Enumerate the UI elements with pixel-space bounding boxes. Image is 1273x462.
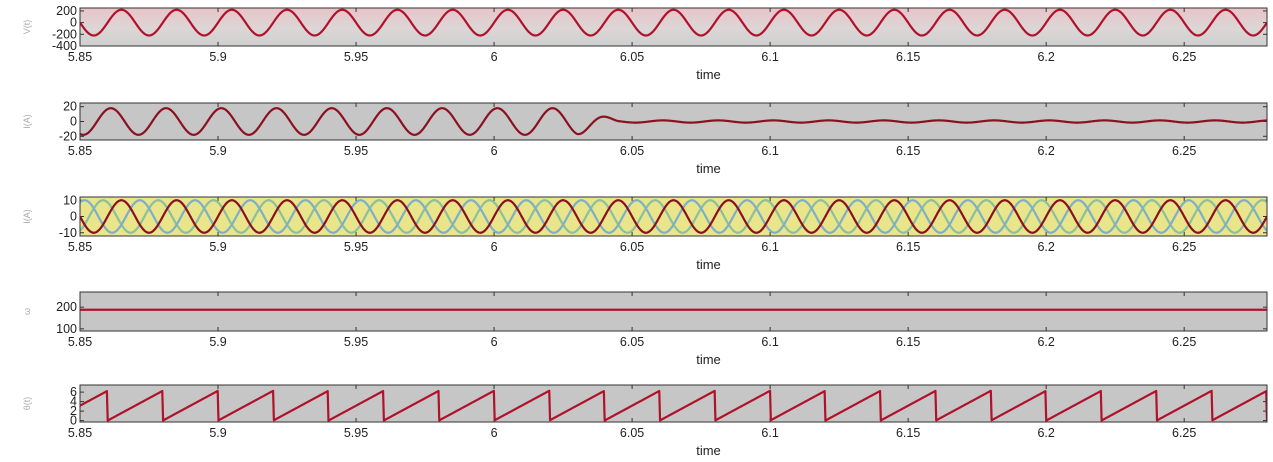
- subplot-2: 5.85 5.9 5.95 6 6.05 6.1 6.15 6.2 6.25 200-20 time…: [22, 100, 1268, 176]
- x-tick-label: 6: [491, 335, 498, 349]
- y-axis-label: V(t): [22, 20, 32, 35]
- y-tick-label: 4: [70, 395, 77, 409]
- subplot-5: 5.85 5.9 5.95 6 6.05 6.1 6.15 6.2 6.256420timeθ(…: [22, 384, 1268, 458]
- axes-frame: [79, 291, 1268, 332]
- plot-area: [80, 8, 1267, 46]
- x-tick-label: 5.9: [209, 144, 226, 158]
- subplot-3: 5.85 5.9 5.95 6 6.05 6.1 6.15 6.2 6.25 10 0 -10 time…: [22, 193, 1268, 272]
- y-tick-label: 6: [70, 385, 77, 399]
- x-tick-label: 5.85: [68, 240, 92, 254]
- y-tick-label: 0: [70, 210, 77, 224]
- y-axis-label: ω: [22, 308, 32, 315]
- x-tick-label: 5.95: [344, 335, 368, 349]
- x-tick-label: 6.2: [1037, 144, 1054, 158]
- subplots: 5.85 5.9 5.95 6 6.05 6.1 6.15 6.2 6.252000-200-4…: [22, 4, 1268, 458]
- x-tick-label: 6: [491, 240, 498, 254]
- x-axis-label: time: [696, 352, 721, 367]
- x-axis-label: time: [696, 443, 721, 458]
- y-tick-label: 2: [70, 404, 77, 418]
- y-tick-label: 100: [56, 322, 77, 336]
- y-tick-label: -400: [52, 39, 77, 53]
- x-axis-label: time: [696, 67, 721, 82]
- y-tick-label: -20: [59, 129, 77, 143]
- y-tick-label: 10: [63, 193, 77, 207]
- x-tick-label: 6.25: [1172, 240, 1196, 254]
- y-axis-label: I(A): [22, 209, 32, 224]
- x-tick-label: 6.15: [896, 50, 920, 64]
- axes-frame: [79, 102, 1268, 141]
- x-tick-label: 6.2: [1037, 240, 1054, 254]
- axes-frame: [79, 7, 1268, 47]
- x-tick-label: 6.05: [620, 335, 644, 349]
- x-tick-label: 6: [491, 144, 498, 158]
- x-tick-label: 5.95: [344, 240, 368, 254]
- x-tick-label: 6.1: [761, 426, 778, 440]
- plot-area: [80, 385, 1267, 422]
- x-tick-label: 5.9: [209, 50, 226, 64]
- axes-frame: [79, 384, 1268, 423]
- x-tick-label: 5.95: [344, 426, 368, 440]
- y-tick-label: 200: [56, 4, 77, 18]
- y-tick-label: 0: [70, 115, 77, 129]
- x-tick-label: 5.85: [68, 50, 92, 64]
- y-axis-label: I(A): [22, 114, 32, 129]
- x-axis-label: time: [696, 161, 721, 176]
- x-axis-label: time: [696, 257, 721, 272]
- y-tick-label: -200: [52, 27, 77, 41]
- y-tick-label: -10: [59, 226, 77, 240]
- y-tick-label: 0: [70, 16, 77, 30]
- x-tick-label: 5.9: [209, 240, 226, 254]
- x-tick-label: 6.15: [896, 240, 920, 254]
- series-line-1: [80, 8, 1267, 37]
- subplot-4: 5.85 5.9 5.95 6 6.05 6.1 6.15 6.2 6.25 200 100 time…: [22, 291, 1268, 367]
- x-tick-label: 6.1: [761, 50, 778, 64]
- x-tick-label: 6.15: [896, 335, 920, 349]
- plot-area: [80, 197, 1267, 236]
- x-tick-label: 6.2: [1037, 335, 1054, 349]
- x-tick-label: 6.2: [1037, 426, 1054, 440]
- series-line-1: [80, 389, 1267, 422]
- x-tick-label: 5.85: [68, 144, 92, 158]
- series-line-3: [80, 199, 1267, 234]
- x-tick-label: 6: [491, 426, 498, 440]
- subplot-1: 5.85 5.9 5.95 6 6.05 6.1 6.15 6.2 6.25 2000-200-4…: [22, 4, 1268, 82]
- x-tick-label: 6.05: [620, 50, 644, 64]
- x-tick-label: 6: [491, 50, 498, 64]
- x-tick-label: 5.95: [344, 50, 368, 64]
- axes-frame: [79, 196, 1268, 237]
- x-tick-label: 5.9: [209, 426, 226, 440]
- x-tick-label: 6.25: [1172, 144, 1196, 158]
- x-tick-label: 6.2: [1037, 50, 1054, 64]
- y-tick-label: 20: [63, 100, 77, 114]
- x-tick-label: 5.9: [209, 335, 226, 349]
- x-tick-label: 5.85: [68, 335, 92, 349]
- x-tick-label: 5.95: [344, 144, 368, 158]
- x-tick-label: 6.05: [620, 240, 644, 254]
- plot-area: [80, 292, 1267, 331]
- y-tick-label: 200: [56, 300, 77, 314]
- x-tick-label: 6.05: [620, 144, 644, 158]
- series-line-1: [80, 107, 1267, 136]
- x-tick-label: 6.1: [761, 335, 778, 349]
- x-tick-label: 6.25: [1172, 335, 1196, 349]
- x-tick-label: 6.15: [896, 426, 920, 440]
- x-tick-label: 6.15: [896, 144, 920, 158]
- x-tick-label: 6.25: [1172, 50, 1196, 64]
- x-tick-label: 6.05: [620, 426, 644, 440]
- x-tick-label: 6.25: [1172, 426, 1196, 440]
- x-tick-label: 5.85: [68, 426, 92, 440]
- y-axis-label: θ(t): [22, 397, 32, 411]
- x-tick-label: 6.1: [761, 144, 778, 158]
- x-tick-label: 6.1: [761, 240, 778, 254]
- y-tick-label: 0: [70, 414, 77, 428]
